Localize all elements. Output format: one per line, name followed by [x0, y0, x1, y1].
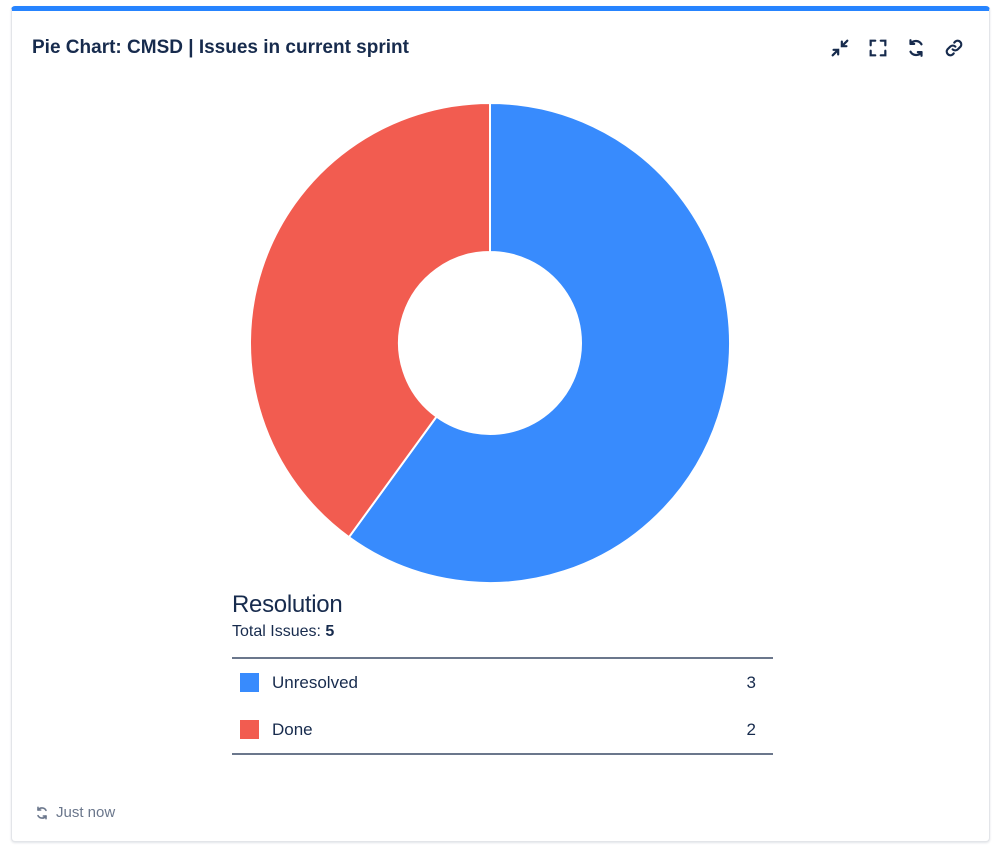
link-icon — [945, 39, 963, 57]
last-updated: Just now — [34, 804, 115, 821]
legend-count: 2 — [746, 719, 756, 739]
legend-swatch — [240, 720, 259, 739]
pie-slice-done[interactable] — [249, 101, 491, 539]
pie-slice-unresolved[interactable] — [347, 101, 731, 584]
legend-row-done[interactable]: Done 2 — [232, 706, 773, 753]
refresh-icon — [909, 39, 923, 57]
fullscreen-button[interactable] — [865, 35, 891, 61]
gadget-actions — [827, 35, 967, 61]
legend-count: 3 — [746, 672, 756, 692]
pie-chart-gadget: Pie Chart: CMSD | Issues in current spri… — [11, 6, 990, 842]
legend-table: Unresolved 3 Done 2 — [232, 657, 773, 755]
legend-title: Resolution — [232, 591, 343, 618]
legend-label: Done — [272, 719, 313, 739]
last-updated-text: Just now — [56, 804, 116, 821]
gadget-title: Pie Chart: CMSD | Issues in current spri… — [32, 37, 409, 58]
total-issues-value: 5 — [325, 623, 335, 640]
resolution-donut-chart — [249, 101, 731, 584]
link-button[interactable] — [941, 35, 967, 61]
fullscreen-icon — [869, 39, 887, 57]
total-issues: Total Issues: 5 — [232, 623, 773, 641]
minimize-button[interactable] — [827, 35, 853, 61]
minimize-icon — [831, 39, 849, 57]
chart-legend: Resolution Total Issues: 5 Unresolved 3 … — [232, 591, 773, 755]
refresh-button[interactable] — [903, 35, 929, 61]
total-issues-label: Total Issues: — [232, 623, 321, 640]
legend-row-unresolved[interactable]: Unresolved 3 — [232, 659, 773, 706]
legend-swatch — [240, 673, 259, 692]
legend-label: Unresolved — [272, 672, 358, 692]
refresh-small-icon — [37, 806, 47, 819]
